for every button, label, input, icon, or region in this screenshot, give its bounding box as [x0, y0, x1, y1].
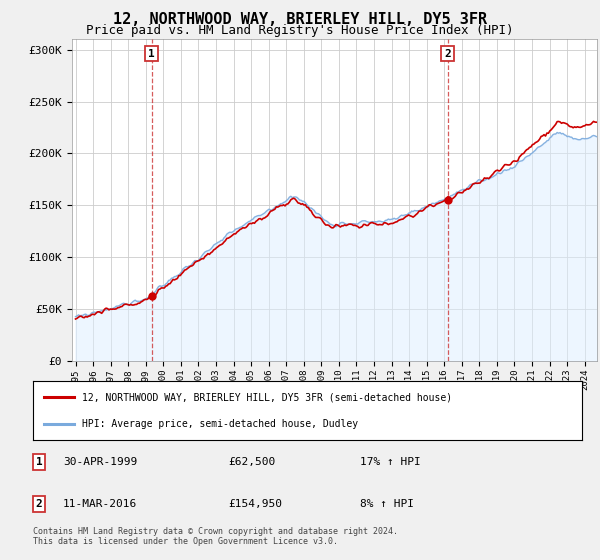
Text: 11-MAR-2016: 11-MAR-2016 — [63, 499, 137, 509]
Text: Price paid vs. HM Land Registry's House Price Index (HPI): Price paid vs. HM Land Registry's House … — [86, 24, 514, 37]
Text: 1: 1 — [148, 49, 155, 59]
Text: £62,500: £62,500 — [228, 457, 275, 467]
Text: HPI: Average price, semi-detached house, Dudley: HPI: Average price, semi-detached house,… — [82, 419, 359, 430]
Text: 30-APR-1999: 30-APR-1999 — [63, 457, 137, 467]
Text: 8% ↑ HPI: 8% ↑ HPI — [360, 499, 414, 509]
Text: 2: 2 — [35, 499, 43, 509]
Text: 2: 2 — [444, 49, 451, 59]
Text: 1: 1 — [35, 457, 43, 467]
Text: 12, NORTHWOOD WAY, BRIERLEY HILL, DY5 3FR (semi-detached house): 12, NORTHWOOD WAY, BRIERLEY HILL, DY5 3F… — [82, 392, 452, 402]
Text: £154,950: £154,950 — [228, 499, 282, 509]
Text: Contains HM Land Registry data © Crown copyright and database right 2024.
This d: Contains HM Land Registry data © Crown c… — [33, 526, 398, 546]
Text: 12, NORTHWOOD WAY, BRIERLEY HILL, DY5 3FR: 12, NORTHWOOD WAY, BRIERLEY HILL, DY5 3F… — [113, 12, 487, 27]
Text: 17% ↑ HPI: 17% ↑ HPI — [360, 457, 421, 467]
